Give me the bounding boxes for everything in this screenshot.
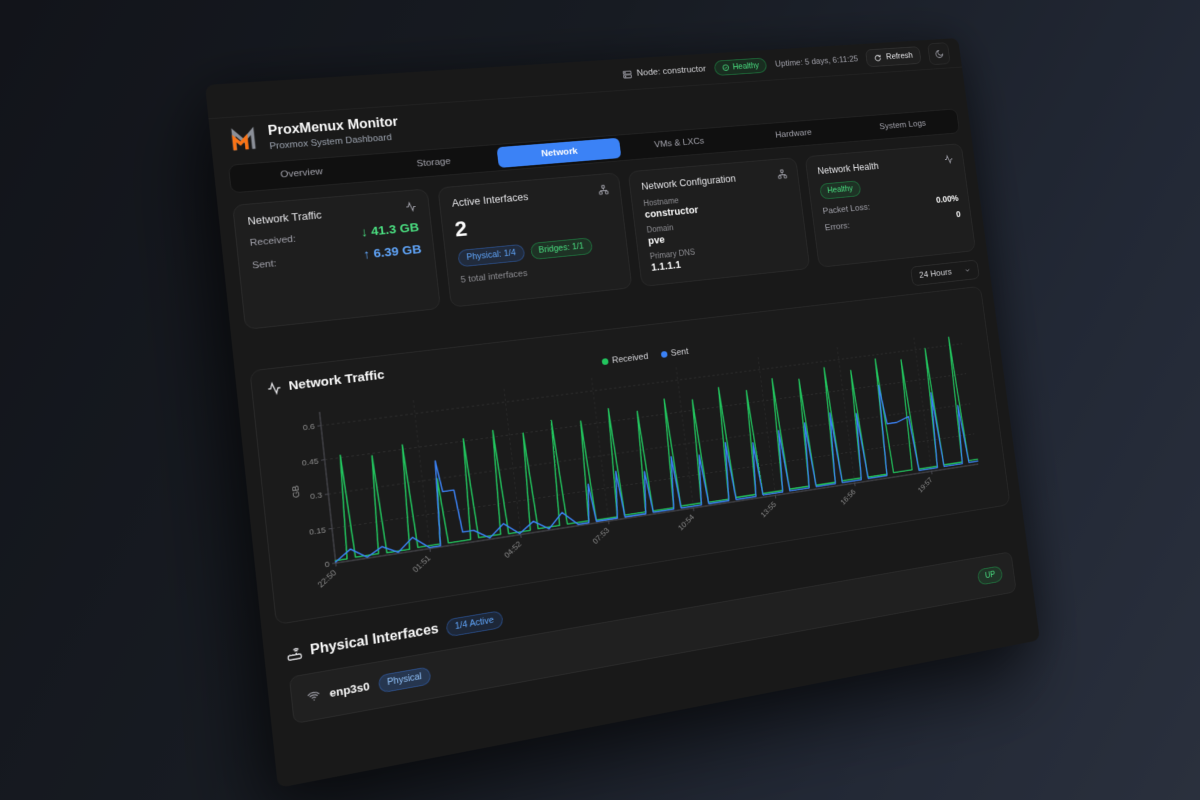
legend-dot xyxy=(601,358,609,366)
brand-text-block: ProxMenux Monitor Proxmox System Dashboa… xyxy=(267,115,400,151)
svg-text:0.15: 0.15 xyxy=(309,524,327,536)
moon-icon xyxy=(934,49,944,59)
time-range-select[interactable]: 24 Hours xyxy=(910,259,980,287)
svg-text:04:52: 04:52 xyxy=(502,539,523,560)
svg-text:07:53: 07:53 xyxy=(591,525,612,545)
received-value: ↓ 41.3 GB xyxy=(360,220,420,240)
refresh-button[interactable]: Refresh xyxy=(865,46,922,68)
errors-value: 0 xyxy=(955,210,962,220)
network-health-card: Network Health Healthy Packet Loss: 0.00… xyxy=(804,143,976,268)
uptime-text: Uptime: 5 days, 6:11:25 xyxy=(774,54,859,69)
card-title: Network Health xyxy=(816,160,880,177)
activity-icon xyxy=(944,154,954,164)
card-title: Network Configuration xyxy=(640,173,737,193)
card-title: Network Traffic xyxy=(246,209,323,228)
time-range-value: 24 Hours xyxy=(918,267,953,281)
active-interfaces-count: 2 xyxy=(453,216,469,242)
tab-vms-lxcs[interactable]: VMs & LXCs xyxy=(653,136,705,150)
wifi-icon xyxy=(306,688,321,703)
node-indicator: Node: constructor xyxy=(621,64,706,79)
interface-status-badge: UP xyxy=(977,565,1004,586)
network-configuration-card: Network Configuration Hostname construct… xyxy=(627,157,811,287)
activity-icon xyxy=(266,380,282,395)
packet-loss-value: 0.00% xyxy=(935,193,960,205)
tab-hardware[interactable]: Hardware xyxy=(774,128,813,140)
chevron-down-icon xyxy=(964,266,972,274)
server-icon xyxy=(621,69,632,80)
network-tree-icon xyxy=(777,169,788,180)
proxmenux-logo xyxy=(228,124,262,154)
active-count-badge: 1/4 Active xyxy=(445,610,504,638)
interface-type-badge: Physical xyxy=(377,666,432,694)
tab-overview[interactable]: Overview xyxy=(279,166,324,181)
sent-value: ↑ 6.39 GB xyxy=(362,242,423,262)
svg-text:01:51: 01:51 xyxy=(410,553,432,574)
brand-header: ProxMenux Monitor Proxmox System Dashboa… xyxy=(209,67,968,162)
svg-text:16:56: 16:56 xyxy=(839,487,858,506)
interface-name: enp3s0 xyxy=(328,679,371,700)
sent-label: Sent: xyxy=(251,258,277,271)
svg-text:0.3: 0.3 xyxy=(310,490,323,501)
network-traffic-chart-card: Network Traffic Received Sent 0 0.15 0.3 0.4… xyxy=(249,285,1011,626)
received-label: Received: xyxy=(249,233,297,248)
bridges-count-badge: Bridges: 1/1 xyxy=(529,237,593,260)
activity-icon xyxy=(405,201,417,213)
svg-text:0: 0 xyxy=(324,559,330,569)
proxmenux-dashboard-window: Node: constructor Healthy Uptime: 5 days… xyxy=(205,37,1041,788)
svg-text:22:50: 22:50 xyxy=(315,568,338,590)
legend-dot xyxy=(660,350,668,358)
network-icon xyxy=(598,184,609,195)
tab-network[interactable]: Network xyxy=(496,137,622,168)
node-label: Node: constructor xyxy=(636,64,707,79)
tab-system-logs[interactable]: System Logs xyxy=(878,118,927,132)
errors-label: Errors: xyxy=(824,221,851,233)
svg-text:10:54: 10:54 xyxy=(676,512,696,532)
network-traffic-card: Network Traffic Received: ↓ 41.3 GB Sent… xyxy=(232,188,441,330)
health-status-badge: Healthy xyxy=(819,180,862,200)
svg-text:0.45: 0.45 xyxy=(301,456,319,468)
svg-text:GB: GB xyxy=(290,485,301,499)
node-health-badge: Healthy xyxy=(713,57,768,77)
refresh-icon xyxy=(874,53,883,62)
card-title: Active Interfaces xyxy=(451,191,529,210)
svg-text:19:57: 19:57 xyxy=(916,475,934,494)
tab-storage[interactable]: Storage xyxy=(416,156,452,169)
theme-toggle-button[interactable] xyxy=(927,42,951,66)
legend-item-sent: Sent xyxy=(660,347,689,360)
router-icon xyxy=(286,645,303,662)
physical-count-badge: Physical: 1/4 xyxy=(457,243,525,268)
packet-loss-label: Packet Loss: xyxy=(822,202,871,216)
svg-text:0.6: 0.6 xyxy=(302,421,315,432)
check-circle-icon xyxy=(722,64,730,72)
traffic-line-chart[interactable]: 0 0.15 0.3 0.45 0.6 22:50 01:51 04:52 07:53 10:54… xyxy=(269,324,997,610)
active-interfaces-card: Active Interfaces 2 Physical: 1/4 Bridge… xyxy=(437,172,633,308)
svg-text:13:55: 13:55 xyxy=(759,499,778,519)
